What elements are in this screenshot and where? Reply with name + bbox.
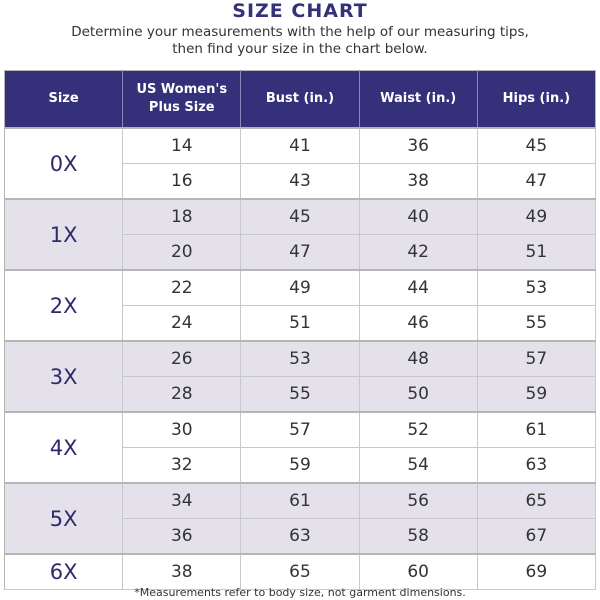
bust-cell: 57 bbox=[240, 411, 360, 448]
hips-cell: 53 bbox=[476, 269, 597, 306]
us-size-cell: 26 bbox=[122, 340, 242, 377]
hips-cell: 61 bbox=[476, 411, 597, 448]
table-row: 1X 18 45 40 49 bbox=[4, 198, 597, 271]
table-row: 0X 14 41 36 45 bbox=[4, 127, 597, 200]
bust-cell: 59 bbox=[240, 447, 360, 484]
us-size-cell: 14 bbox=[122, 127, 242, 164]
hips-cell: 47 bbox=[476, 163, 597, 200]
table-row: 20 47 42 51 bbox=[5, 234, 597, 271]
bust-cell: 43 bbox=[240, 163, 360, 200]
us-size-cell: 20 bbox=[122, 234, 242, 271]
us-size-cell: 38 bbox=[122, 553, 242, 590]
table-row: 32 59 54 63 bbox=[5, 447, 597, 484]
us-size-cell: 36 bbox=[122, 518, 242, 555]
size-cell: 4X bbox=[4, 411, 124, 484]
size-cell: 3X bbox=[4, 340, 124, 413]
waist-cell: 38 bbox=[358, 163, 478, 200]
hips-cell: 63 bbox=[476, 447, 597, 484]
table-row: 24 51 46 55 bbox=[5, 305, 597, 342]
subtitle-line-2: then find your size in the chart below. bbox=[172, 41, 428, 57]
waist-cell: 54 bbox=[358, 447, 478, 484]
hips-cell: 57 bbox=[476, 340, 597, 377]
table-row: 16 43 38 47 bbox=[5, 163, 597, 200]
waist-cell: 60 bbox=[358, 553, 478, 590]
waist-cell: 52 bbox=[358, 411, 478, 448]
waist-cell: 36 bbox=[358, 127, 478, 164]
bust-cell: 51 bbox=[240, 305, 360, 342]
bust-cell: 55 bbox=[240, 376, 360, 413]
waist-cell: 56 bbox=[358, 482, 478, 519]
waist-cell: 40 bbox=[358, 198, 478, 235]
header-us-size: US Women's Plus Size bbox=[122, 70, 241, 128]
hips-cell: 69 bbox=[476, 553, 597, 590]
bust-cell: 47 bbox=[240, 234, 360, 271]
header-row: Size US Women's Plus Size Bust (in.) Wai… bbox=[4, 70, 596, 128]
us-size-cell: 24 bbox=[122, 305, 242, 342]
us-size-cell: 30 bbox=[122, 411, 242, 448]
header-us-size-label: US Women's Plus Size bbox=[136, 82, 228, 115]
hips-cell: 51 bbox=[476, 234, 597, 271]
hips-cell: 55 bbox=[476, 305, 597, 342]
us-size-cell: 32 bbox=[122, 447, 242, 484]
waist-cell: 48 bbox=[358, 340, 478, 377]
bust-cell: 53 bbox=[240, 340, 360, 377]
bust-cell: 65 bbox=[240, 553, 360, 590]
waist-cell: 58 bbox=[358, 518, 478, 555]
size-cell: 6X bbox=[4, 553, 124, 590]
table-row: 2X 22 49 44 53 bbox=[4, 269, 597, 342]
bust-cell: 41 bbox=[240, 127, 360, 164]
table-row: 36 63 58 67 bbox=[5, 518, 597, 555]
size-cell: 0X bbox=[4, 127, 124, 200]
footnote: *Measurements refer to body size, not ga… bbox=[134, 586, 466, 599]
hips-cell: 45 bbox=[476, 127, 597, 164]
page-title: SIZE CHART bbox=[232, 0, 368, 22]
waist-cell: 42 bbox=[358, 234, 478, 271]
size-cell: 1X bbox=[4, 198, 124, 271]
hips-cell: 67 bbox=[476, 518, 597, 555]
us-size-cell: 18 bbox=[122, 198, 242, 235]
table-row: 4X 30 57 52 61 bbox=[4, 411, 597, 484]
size-cell: 5X bbox=[4, 482, 124, 555]
us-size-cell: 28 bbox=[122, 376, 242, 413]
waist-cell: 44 bbox=[358, 269, 478, 306]
table-row: 3X 26 53 48 57 bbox=[4, 340, 597, 413]
bust-cell: 49 bbox=[240, 269, 360, 306]
hips-cell: 59 bbox=[476, 376, 597, 413]
header-hips: Hips (in.) bbox=[476, 70, 596, 128]
waist-cell: 50 bbox=[358, 376, 478, 413]
table-row: 28 55 50 59 bbox=[5, 376, 597, 413]
hips-cell: 49 bbox=[476, 198, 597, 235]
header-bust: Bust (in.) bbox=[240, 70, 360, 128]
table-row: 5X 34 61 56 65 bbox=[4, 482, 597, 555]
table-row: 6X 38 65 60 69 bbox=[4, 553, 597, 590]
hips-cell: 65 bbox=[476, 482, 597, 519]
waist-cell: 46 bbox=[358, 305, 478, 342]
subtitle-line-1: Determine your measurements with the hel… bbox=[71, 24, 529, 40]
size-chart-table: Size US Women's Plus Size Bust (in.) Wai… bbox=[4, 70, 597, 590]
bust-cell: 61 bbox=[240, 482, 360, 519]
bust-cell: 63 bbox=[240, 518, 360, 555]
header-waist: Waist (in.) bbox=[358, 70, 478, 128]
us-size-cell: 34 bbox=[122, 482, 242, 519]
bust-cell: 45 bbox=[240, 198, 360, 235]
us-size-cell: 22 bbox=[122, 269, 242, 306]
us-size-cell: 16 bbox=[122, 163, 242, 200]
header-size: Size bbox=[4, 70, 123, 128]
size-cell: 2X bbox=[4, 269, 124, 342]
